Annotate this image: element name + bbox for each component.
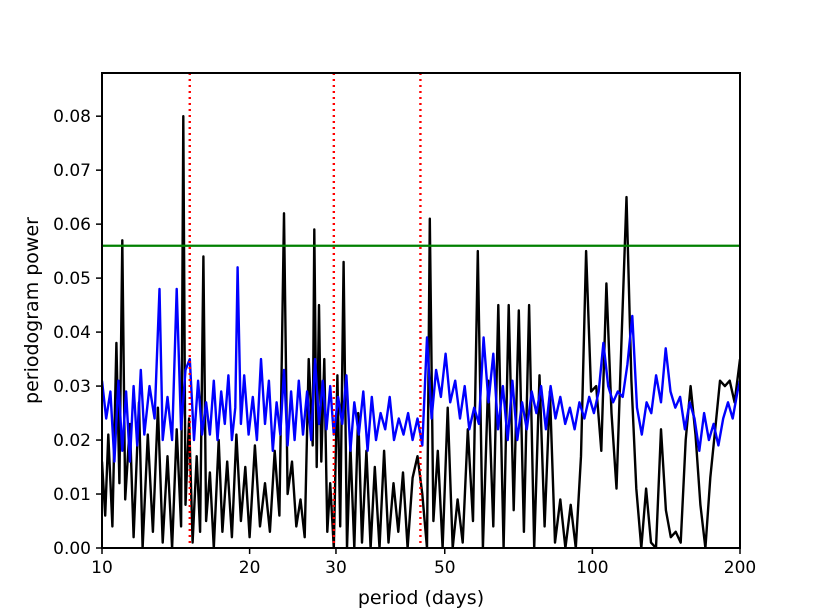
y-tick-label: 0.03 bbox=[53, 377, 91, 397]
x-axis-ticks: 10 20 30 50 100 200 bbox=[91, 548, 756, 578]
series-line-2 bbox=[102, 266, 740, 463]
y-tick-label: 0.08 bbox=[53, 107, 91, 127]
x-tick-label: 20 bbox=[239, 558, 261, 578]
y-tick-label: 0.07 bbox=[53, 161, 91, 181]
y-tick-label: 0.01 bbox=[53, 485, 91, 505]
series-line-1 bbox=[102, 115, 740, 548]
y-tick-label: 0.05 bbox=[53, 269, 91, 289]
x-tick-label: 50 bbox=[434, 558, 456, 578]
y-axis-label: periodogram power bbox=[21, 217, 43, 404]
y-tick-label: 0.00 bbox=[53, 539, 91, 559]
y-tick-label: 0.04 bbox=[53, 323, 91, 343]
y-tick-label: 0.06 bbox=[53, 215, 91, 235]
x-tick-label: 200 bbox=[724, 558, 756, 578]
x-tick-label: 10 bbox=[91, 558, 113, 578]
series-layer bbox=[102, 115, 740, 548]
plot-area bbox=[102, 73, 740, 548]
x-axis-label: period (days) bbox=[358, 587, 484, 609]
x-tick-label: 30 bbox=[325, 558, 347, 578]
y-tick-label: 0.02 bbox=[53, 431, 91, 451]
y-axis-ticks: 0.00 0.01 0.02 0.03 0.04 0.05 0.06 0.07 0.08 bbox=[53, 107, 102, 559]
reference-lines-layer bbox=[188, 73, 422, 548]
x-tick-label: 100 bbox=[576, 558, 608, 578]
plot-frame bbox=[101, 72, 741, 549]
